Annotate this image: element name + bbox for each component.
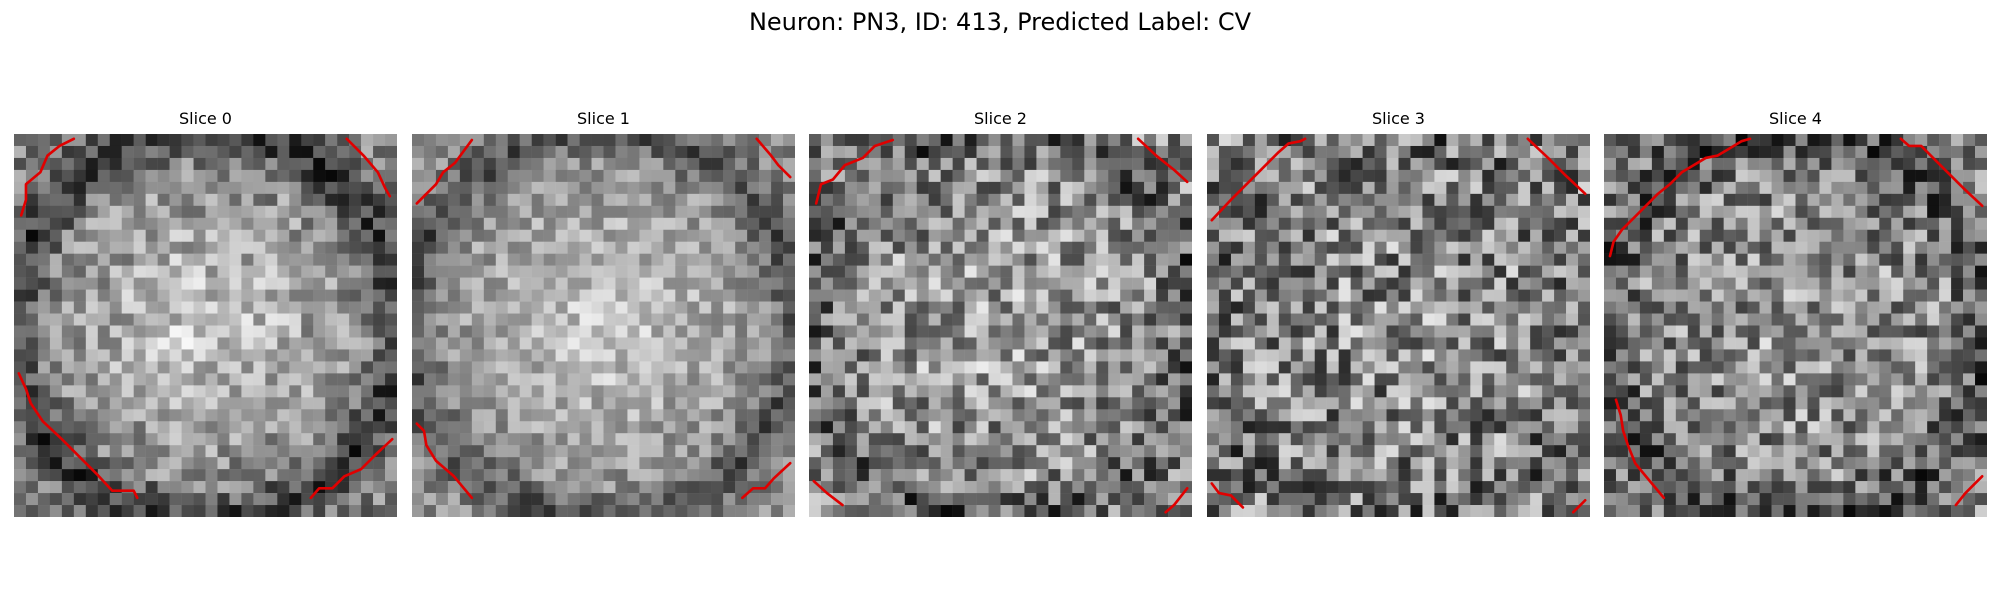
slice-panel-3: Slice 3	[1207, 108, 1590, 517]
slice-contours-0	[17, 137, 394, 500]
slice-contours-1	[415, 137, 792, 500]
slice-title-2: Slice 2	[974, 109, 1027, 128]
slice-panel-0: Slice 0	[14, 108, 397, 517]
contour-line	[1608, 137, 1752, 258]
slice-pixels-2	[809, 134, 1192, 517]
slice-image-2	[809, 134, 1192, 517]
figure-title: Neuron: PN3, ID: 413, Predicted Label: C…	[748, 8, 1252, 36]
contour-line	[1526, 137, 1587, 196]
slice-contours-4	[1608, 137, 1984, 507]
slice-pixels-1	[412, 134, 795, 517]
slice-pixels-3	[1207, 134, 1590, 517]
contour-line	[415, 138, 474, 205]
contour-line	[741, 461, 792, 500]
contour-line	[1136, 137, 1189, 184]
contour-line	[1954, 474, 1984, 507]
contour-line	[755, 137, 792, 179]
contour-line	[1571, 498, 1587, 514]
contour-line	[345, 137, 392, 198]
slice-pixels-0	[14, 134, 397, 517]
slice-image-3	[1207, 134, 1590, 517]
contour-line	[309, 437, 394, 500]
contour-line	[812, 479, 844, 507]
contour-line	[1164, 486, 1189, 514]
slice-image-1	[412, 134, 795, 517]
contour-line	[814, 138, 895, 205]
contour-line	[1899, 137, 1984, 208]
contour-line	[17, 372, 139, 500]
contour-line	[415, 422, 474, 500]
slice-image-4	[1604, 134, 1987, 517]
slice-panel-2: Slice 2	[809, 108, 1192, 517]
contour-line	[1210, 482, 1245, 509]
slice-image-0	[14, 134, 397, 517]
contour-line	[1614, 398, 1666, 500]
slice-contours-3	[1210, 137, 1587, 514]
slice-contours-2	[812, 137, 1189, 514]
contour-line	[1210, 137, 1307, 222]
slice-title-4: Slice 4	[1769, 109, 1822, 128]
slice-panel-4: Slice 4	[1604, 108, 1987, 517]
slice-panel-1: Slice 1	[412, 108, 795, 517]
slice-title-1: Slice 1	[577, 109, 630, 128]
slice-title-0: Slice 0	[179, 109, 232, 128]
contour-line	[19, 137, 76, 217]
slice-title-3: Slice 3	[1372, 109, 1425, 128]
